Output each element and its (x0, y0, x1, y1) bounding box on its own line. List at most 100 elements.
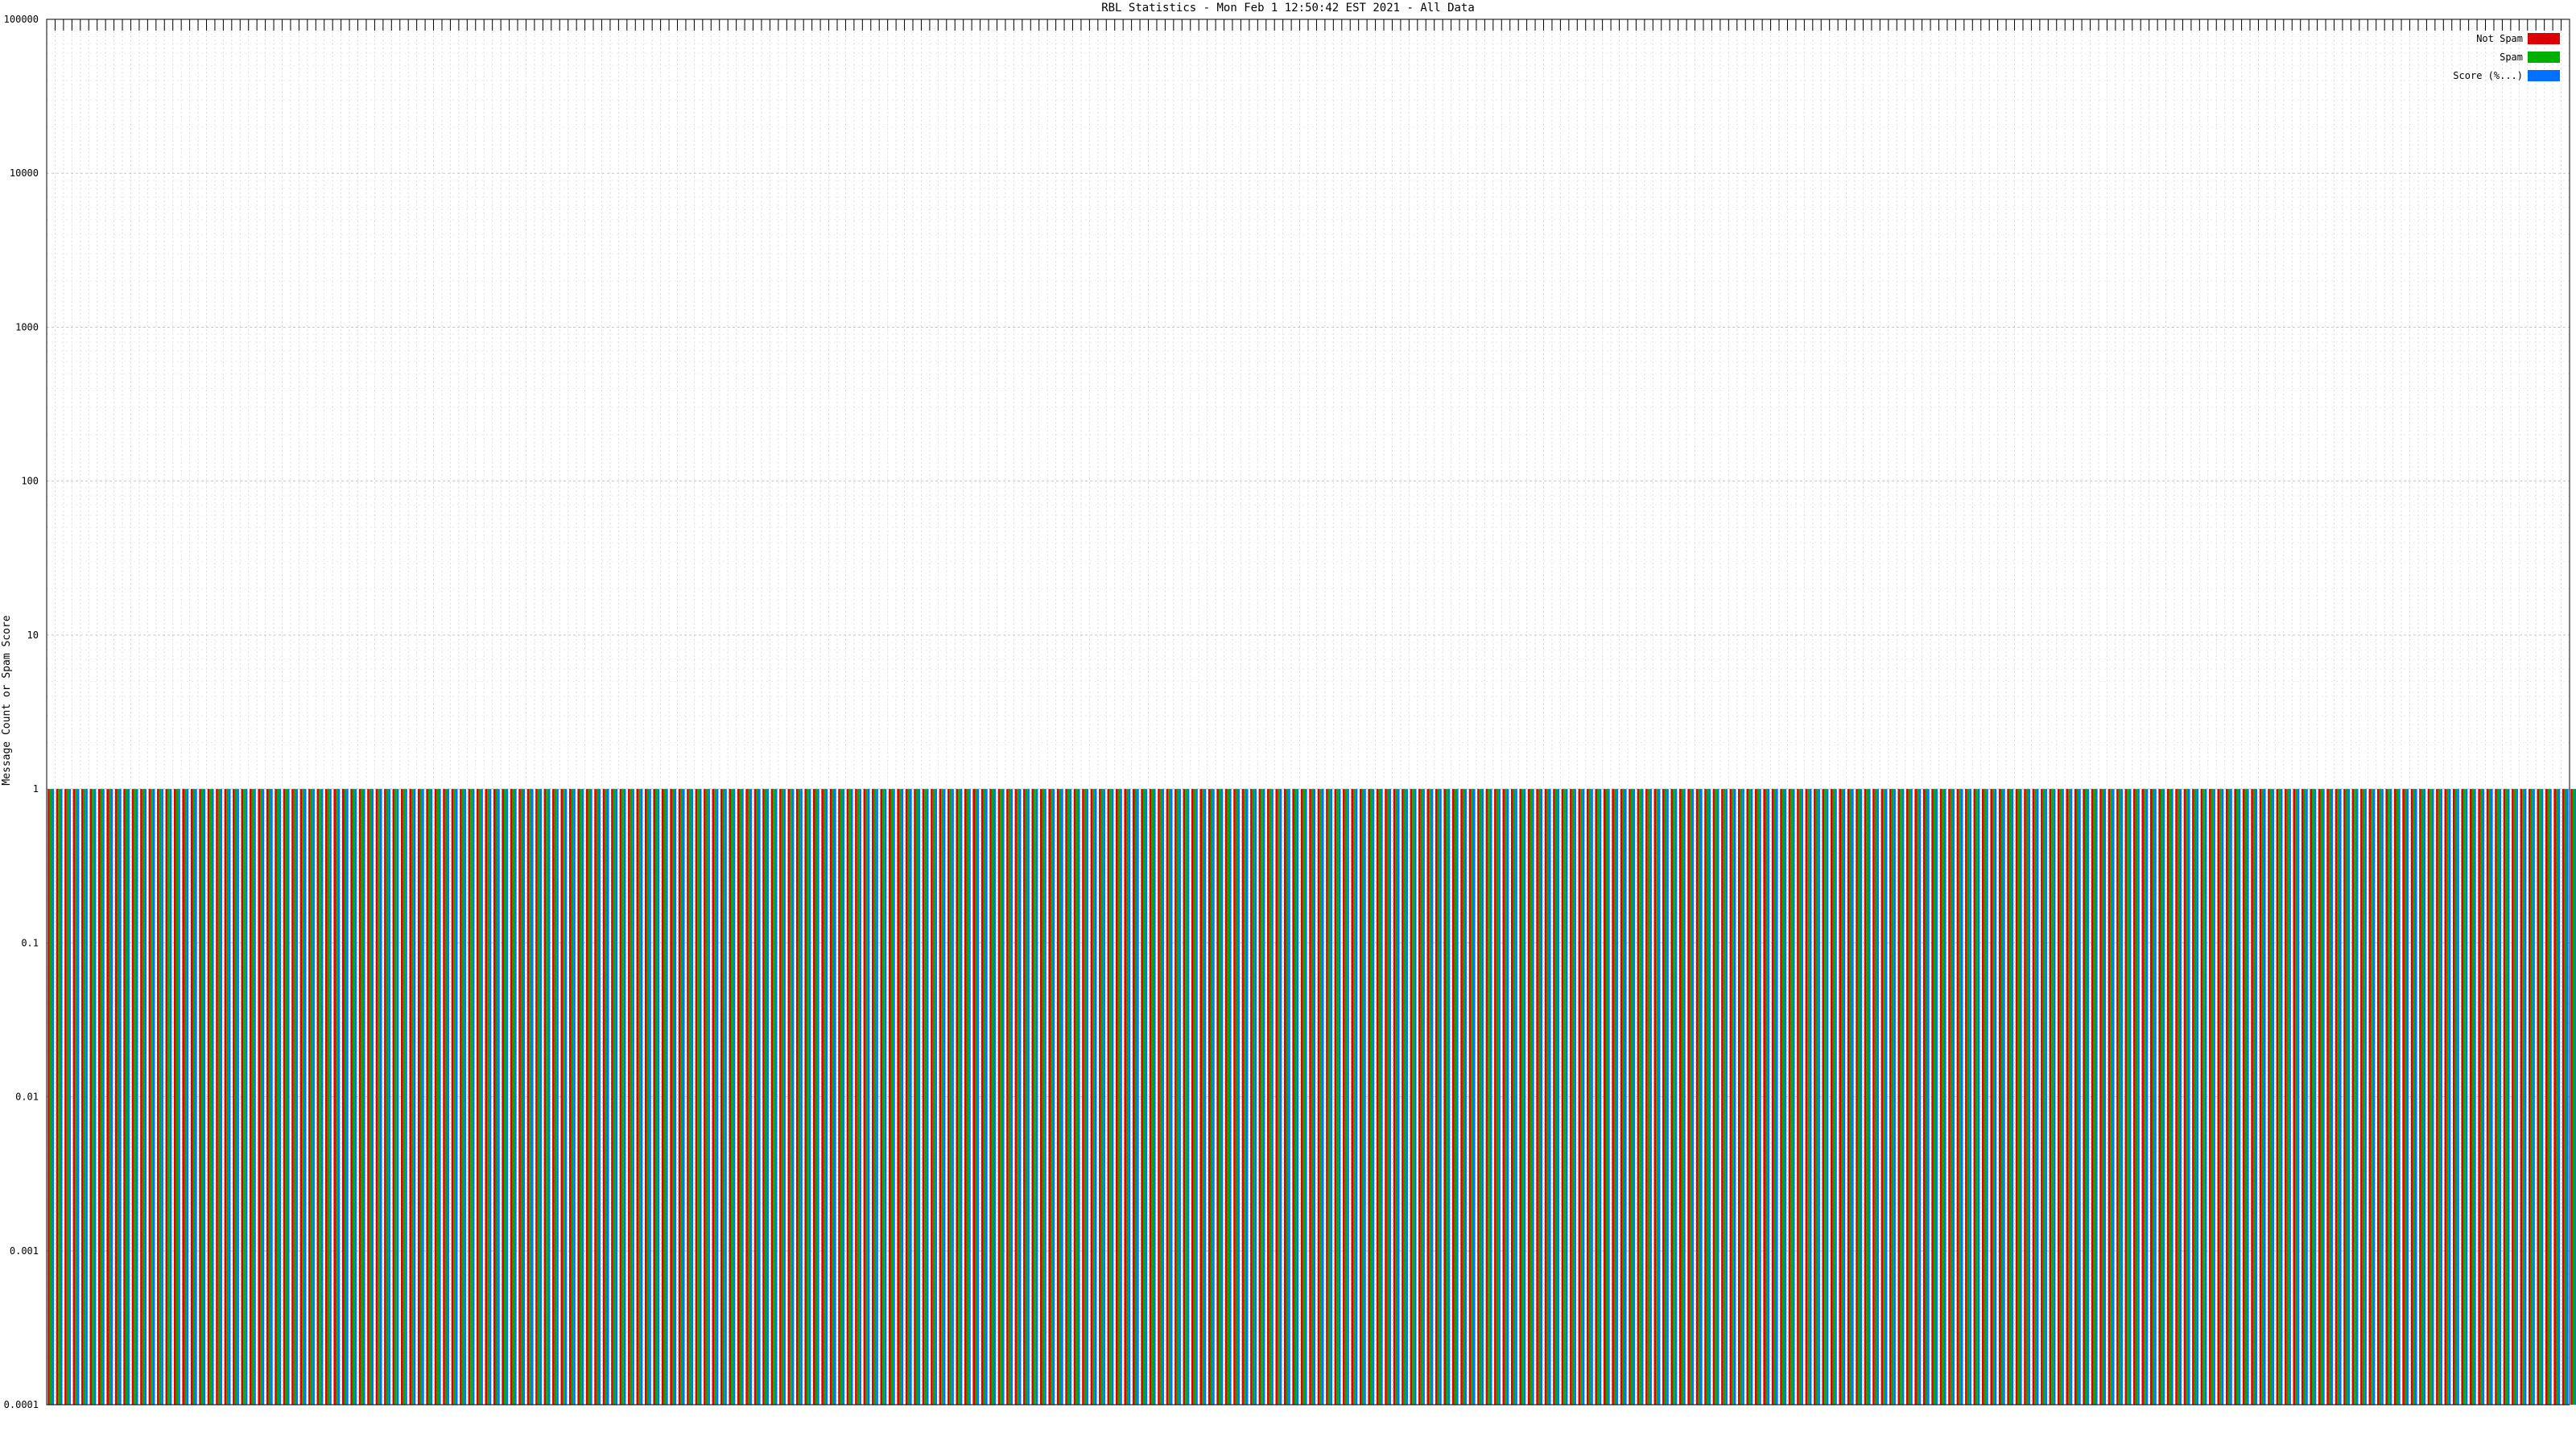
bar (434, 789, 437, 1405)
bar (81, 789, 84, 1405)
bar (1880, 789, 1884, 1405)
bar (1872, 789, 1875, 1405)
bar (1179, 789, 1181, 1405)
bar (1570, 789, 1572, 1405)
bar (157, 789, 159, 1405)
bar (144, 789, 147, 1405)
bar (1488, 789, 1490, 1405)
bar (453, 789, 456, 1405)
bar (258, 789, 261, 1405)
bar (649, 789, 651, 1405)
bar (766, 789, 770, 1405)
bar (1305, 789, 1307, 1405)
bar (935, 789, 937, 1405)
bar (358, 789, 361, 1405)
bar (1006, 789, 1009, 1405)
bar (1216, 789, 1219, 1405)
bar (102, 789, 105, 1405)
bar (1426, 789, 1430, 1405)
bar (817, 789, 819, 1405)
bar (1633, 789, 1636, 1405)
bar (855, 789, 857, 1405)
bar (747, 789, 750, 1405)
bar (884, 789, 887, 1405)
bar (2068, 789, 2070, 1405)
bar (621, 789, 624, 1405)
bar (2011, 789, 2014, 1405)
bar (1412, 789, 1414, 1405)
bar (1464, 789, 1468, 1405)
bar (733, 789, 736, 1405)
bar (720, 789, 723, 1405)
bar (2413, 789, 2415, 1405)
bar (68, 789, 71, 1405)
bar (2091, 789, 2094, 1405)
bar (1773, 789, 1777, 1405)
bar (58, 789, 60, 1405)
grid-layer (46, 19, 2570, 1406)
bar (1286, 789, 1289, 1405)
bar (220, 789, 223, 1405)
bar (1494, 789, 1496, 1405)
bar (2343, 789, 2346, 1405)
bar (2398, 789, 2401, 1405)
bar (2326, 789, 2329, 1405)
bar (1142, 789, 1146, 1405)
bar (2457, 789, 2459, 1405)
bar (1292, 789, 1294, 1405)
bar (303, 789, 307, 1405)
bar (2175, 789, 2178, 1405)
bar (1502, 789, 1505, 1405)
bar (1540, 789, 1543, 1405)
bar (1841, 789, 1843, 1405)
bar (89, 789, 93, 1405)
bar (2145, 789, 2149, 1405)
bar (1099, 789, 1101, 1405)
bar (2545, 789, 2548, 1405)
bar (394, 789, 397, 1405)
bar (1254, 789, 1257, 1405)
bar (1852, 789, 1854, 1405)
bar (352, 789, 355, 1405)
bar (1897, 789, 1901, 1405)
bar (341, 789, 345, 1405)
bar (915, 789, 919, 1405)
bar (2118, 789, 2121, 1405)
bar (52, 789, 55, 1405)
bar (266, 789, 269, 1405)
bar (293, 789, 296, 1405)
bar (1447, 789, 1451, 1405)
bar (1128, 789, 1131, 1405)
bar (1595, 789, 1598, 1405)
bar (1126, 789, 1129, 1405)
bar (1780, 789, 1782, 1405)
bar (1170, 789, 1173, 1405)
bar (199, 789, 201, 1405)
bar (241, 789, 244, 1405)
series-0 (47, 789, 2573, 1405)
bar (2524, 789, 2527, 1405)
bar (949, 789, 952, 1405)
bar (1446, 789, 1448, 1405)
bar (135, 789, 138, 1405)
bar (2469, 789, 2472, 1405)
bar (371, 789, 374, 1405)
bar (2049, 789, 2052, 1405)
bar (2042, 789, 2046, 1405)
bar (1624, 789, 1627, 1405)
bar (2431, 789, 2434, 1405)
bar (140, 789, 142, 1405)
bar (613, 789, 616, 1405)
bar (974, 789, 977, 1405)
bar (2444, 789, 2447, 1405)
bar (2549, 789, 2552, 1405)
bar (1059, 789, 1062, 1405)
bar (367, 789, 369, 1405)
bar (2202, 789, 2205, 1405)
bar (670, 789, 672, 1405)
bar (2227, 789, 2231, 1405)
bar (901, 789, 904, 1405)
bar (2516, 789, 2518, 1405)
bar (1372, 789, 1375, 1405)
bar (1523, 789, 1526, 1405)
